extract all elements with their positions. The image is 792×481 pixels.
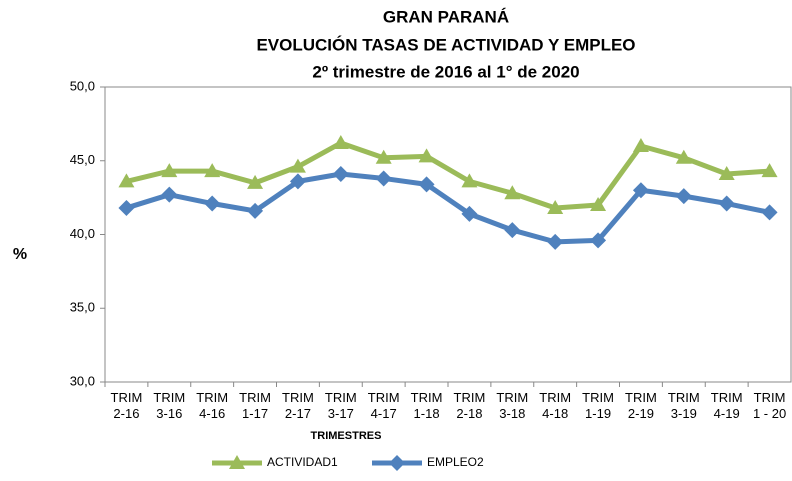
marker — [389, 455, 405, 471]
marker — [675, 149, 692, 164]
x-tick-label: TRIM 2-17 — [282, 390, 314, 421]
x-tick-label: TRIM 3-19 — [667, 390, 700, 421]
marker — [547, 233, 564, 250]
marker — [332, 135, 349, 150]
x-tick-label: TRIM 4-16 — [196, 390, 229, 421]
marker — [118, 173, 135, 188]
marker — [247, 174, 264, 189]
marker — [418, 176, 435, 193]
y-tick-label: 30,0 — [70, 373, 95, 388]
x-tick-label: TRIM 1-18 — [410, 390, 443, 421]
marker — [332, 166, 349, 183]
marker — [675, 188, 692, 205]
marker — [590, 232, 607, 249]
marker — [229, 455, 245, 469]
y-axis-label: % — [13, 246, 27, 263]
marker — [289, 158, 306, 173]
marker — [375, 170, 392, 187]
legend-label: ACTIVIDAD1 — [267, 455, 338, 469]
marker — [461, 205, 478, 222]
marker — [161, 186, 178, 203]
x-tick-label: TRIM 2-16 — [110, 390, 143, 421]
chart-subtitle: 2º trimestre de 2016 al 1° de 2020 — [312, 62, 579, 81]
y-tick-label: 35,0 — [70, 300, 95, 315]
y-tick-label: 40,0 — [70, 226, 95, 241]
x-axis-label: TRIMESTRES — [311, 430, 382, 442]
chart-subtitle: EVOLUCIÓN TASAS DE ACTIVIDAD Y EMPLEO — [256, 35, 635, 54]
marker — [590, 197, 607, 211]
chart-title: GRAN PARANÁ — [383, 7, 509, 26]
marker — [161, 163, 178, 178]
marker — [504, 222, 521, 239]
marker — [204, 163, 221, 178]
x-tick-label: TRIM 2-19 — [625, 390, 657, 421]
x-tick-label: TRIM 1-17 — [239, 390, 271, 421]
series-line — [125, 171, 771, 245]
x-tick-label: TRIM 2-18 — [453, 390, 486, 421]
marker — [761, 163, 778, 178]
x-tick-label: TRIM 1 - 20 — [752, 390, 787, 421]
x-tick-label: TRIM 1-19 — [582, 390, 614, 421]
marker — [718, 195, 735, 212]
y-tick-label: 50,0 — [70, 78, 95, 93]
x-tick-label: TRIM 4-19 — [710, 390, 743, 421]
marker — [204, 195, 221, 212]
marker — [632, 182, 649, 199]
marker — [718, 166, 735, 181]
x-tick-label: TRIM 3-18 — [496, 390, 529, 421]
marker — [118, 199, 135, 216]
y-tick-label: 45,0 — [70, 152, 95, 167]
x-tick-label: TRIM 4-18 — [539, 390, 572, 421]
x-tick-label: TRIM 3-16 — [153, 390, 186, 421]
marker — [289, 173, 306, 190]
plot-border — [104, 86, 792, 383]
marker — [632, 138, 649, 152]
marker — [247, 202, 264, 219]
marker — [375, 149, 392, 164]
legend-label: EMPLEO2 — [427, 455, 484, 469]
marker — [461, 173, 478, 188]
marker — [761, 204, 778, 221]
marker — [418, 148, 435, 163]
x-tick-label: TRIM 3-17 — [324, 390, 357, 421]
x-tick-label: TRIM 4-17 — [367, 390, 400, 421]
marker — [547, 199, 564, 214]
series-line — [125, 140, 770, 211]
marker — [504, 185, 521, 200]
